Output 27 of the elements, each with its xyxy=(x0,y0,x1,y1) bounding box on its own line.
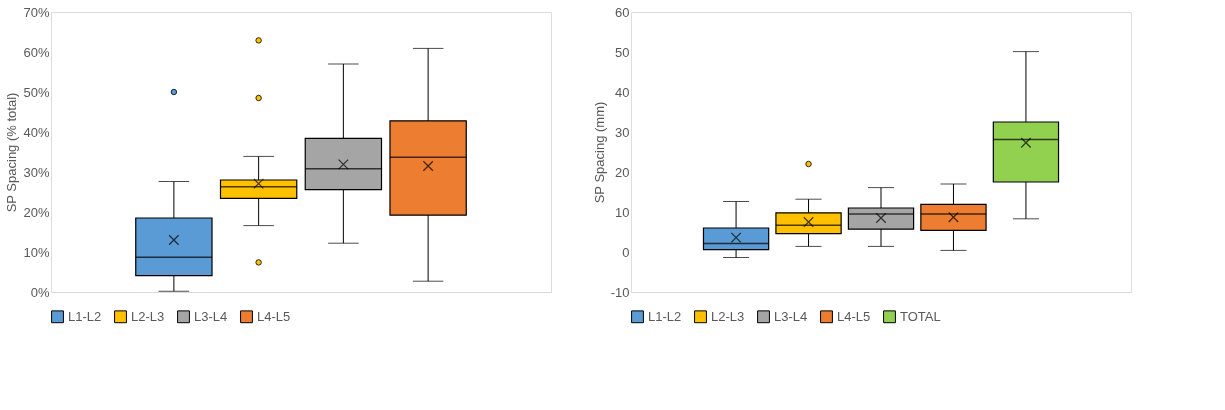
y-tick-label: 30% xyxy=(23,164,50,180)
y-axis-title: SP Spacing (mm) xyxy=(591,101,607,204)
y-tick-label: -10 xyxy=(610,284,630,300)
y-tick-label: 10% xyxy=(23,244,50,260)
y-tick-label: 70% xyxy=(23,4,50,20)
y-tick-label: 50 xyxy=(615,44,630,60)
y-tick-label: 60% xyxy=(23,44,50,60)
legend-label: L2-L3 xyxy=(131,308,165,324)
y-tick-label: 50% xyxy=(23,84,50,100)
legend-label: TOTAL xyxy=(900,308,941,324)
y-tick-label: 0 xyxy=(622,244,630,260)
y-tick-label: 20 xyxy=(615,164,630,180)
y-tick-label: 40% xyxy=(23,124,50,140)
legend-label: L1-L2 xyxy=(68,308,102,324)
legend-label: L2-L3 xyxy=(711,308,745,324)
y-tick-label: 30 xyxy=(615,124,630,140)
y-tick-label: 40 xyxy=(615,84,630,100)
y-tick-label: 20% xyxy=(23,204,50,220)
legend-label: L3-L4 xyxy=(774,308,808,324)
legend-label: L4-L5 xyxy=(837,308,871,324)
y-tick-label: 60 xyxy=(615,4,630,20)
legend-label: L1-L2 xyxy=(648,308,682,324)
y-tick-label: 0% xyxy=(30,284,50,300)
y-axis-title: SP Spacing (% total) xyxy=(4,92,20,213)
legend-label: L3-L4 xyxy=(194,308,228,324)
y-tick-label: 10 xyxy=(615,204,630,220)
legend-label: L4-L5 xyxy=(257,308,291,324)
